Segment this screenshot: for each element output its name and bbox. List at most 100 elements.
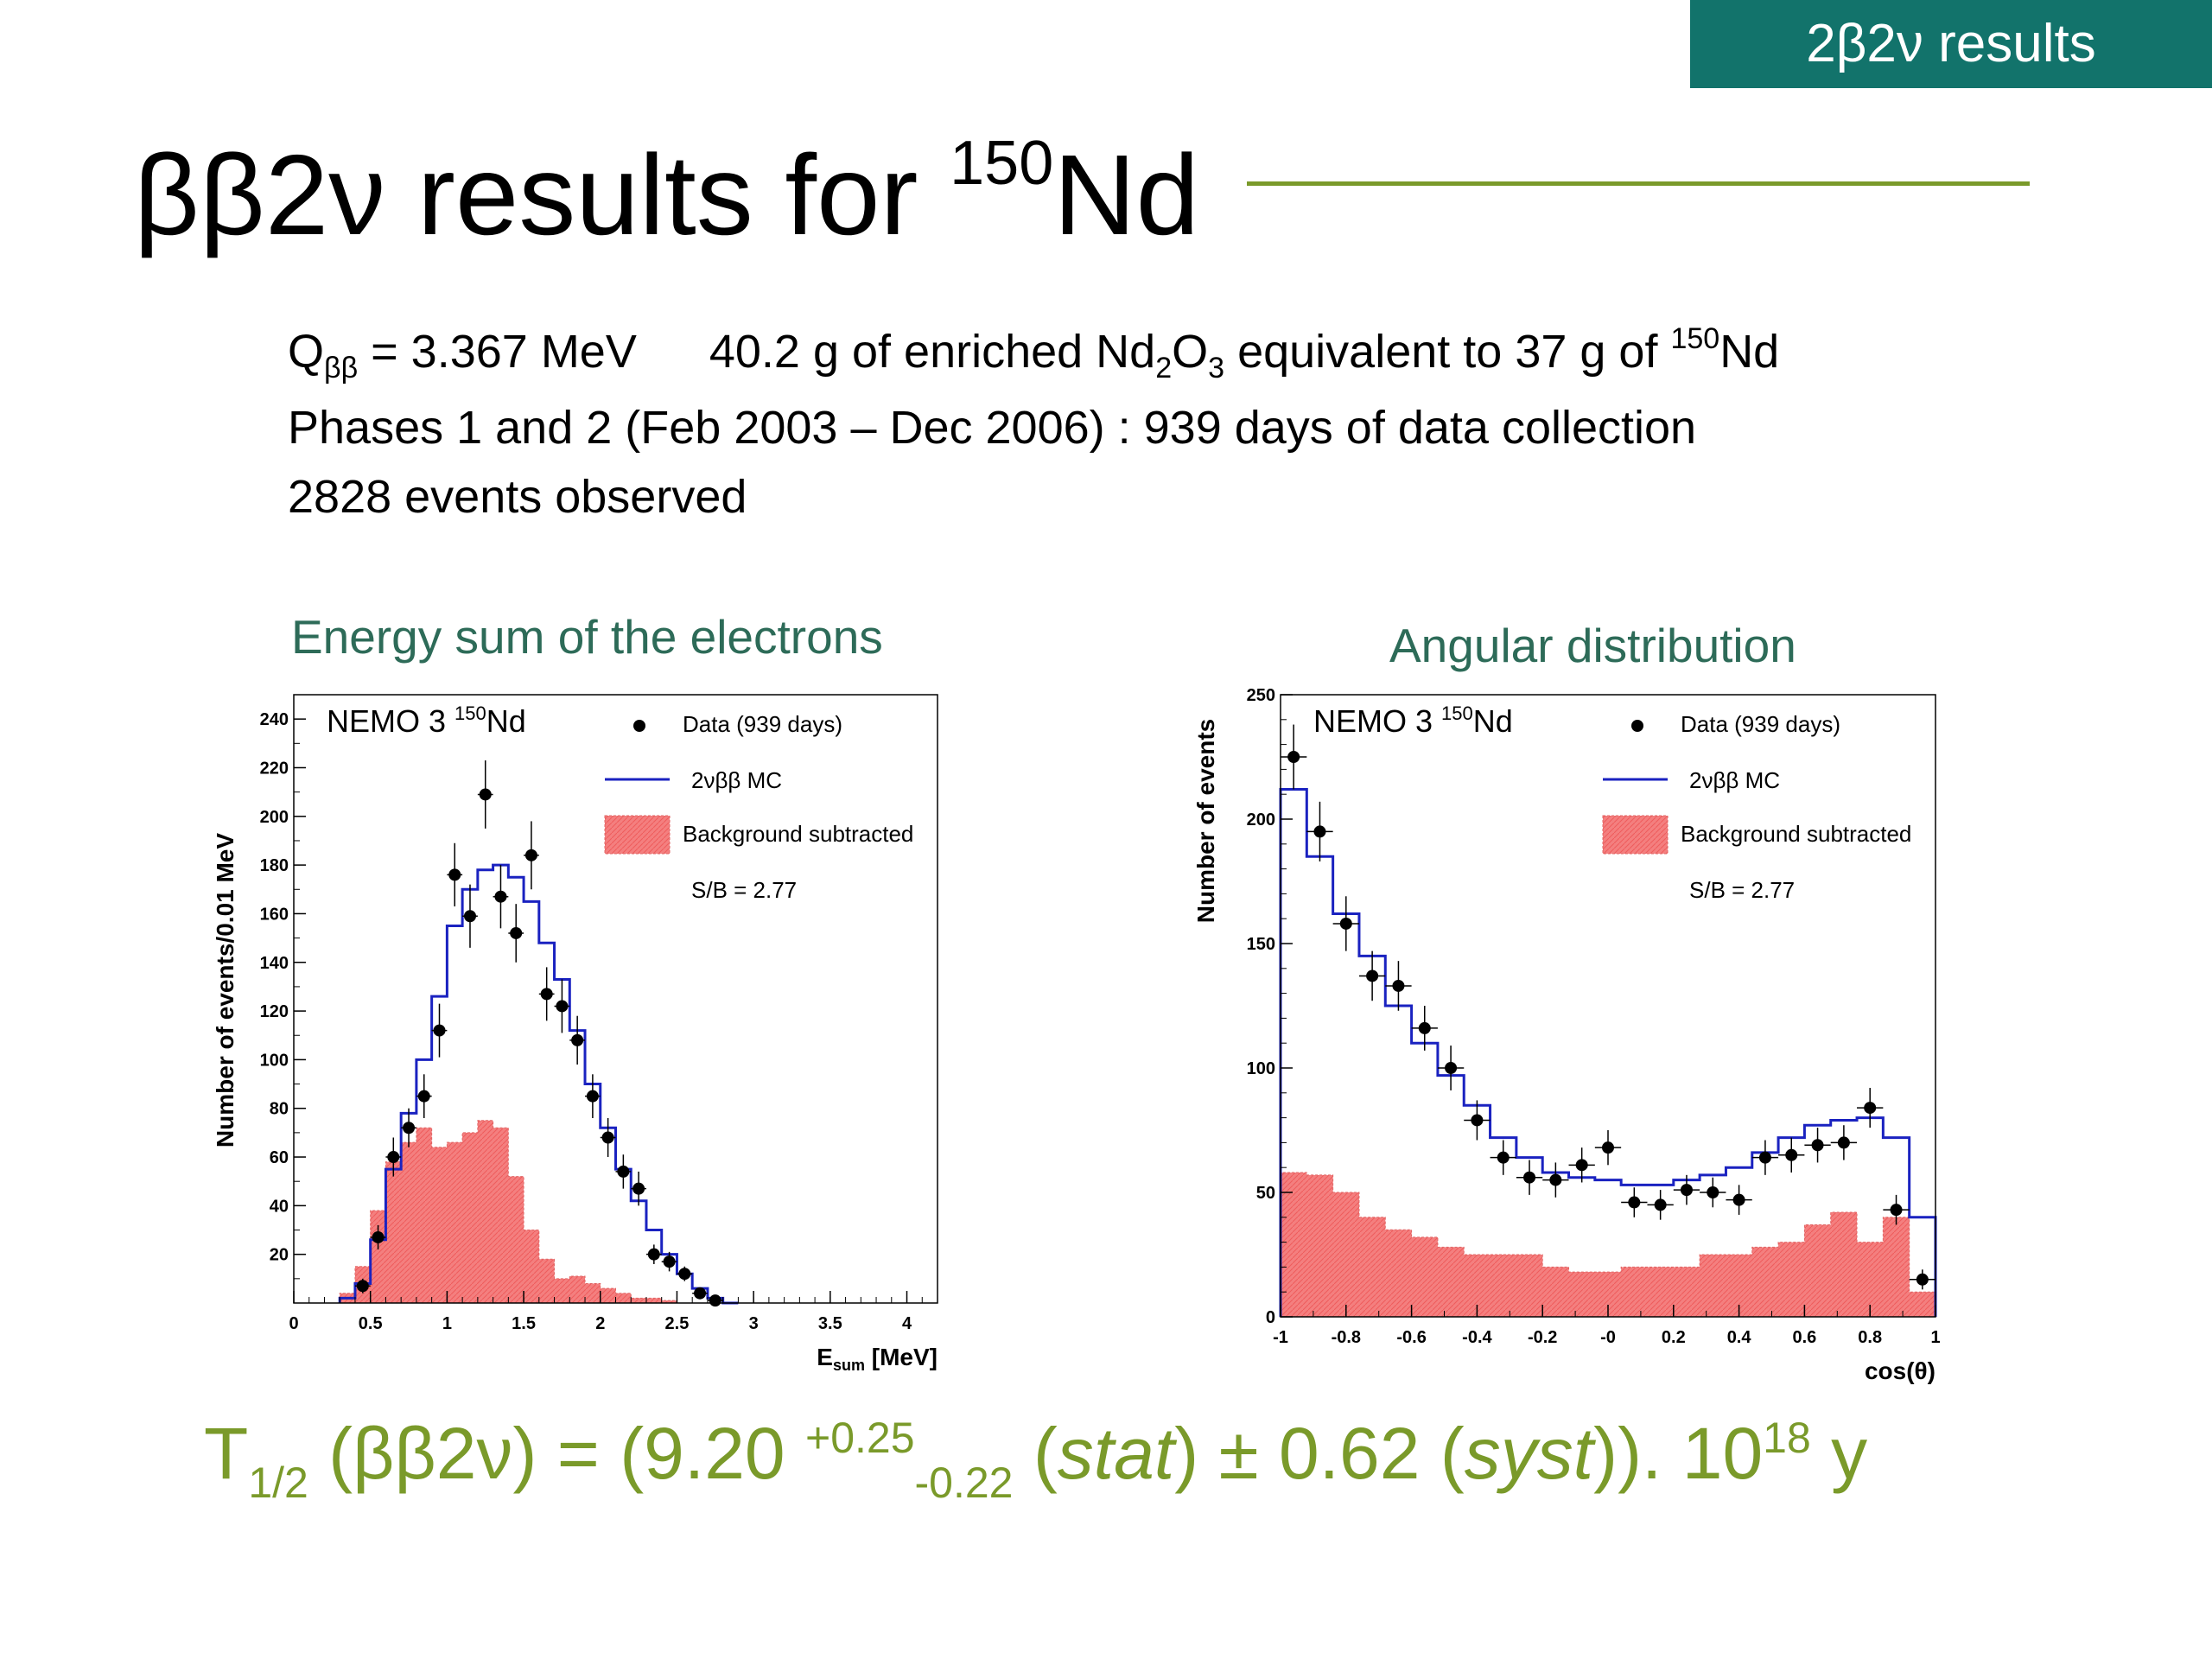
data-point: [494, 890, 507, 903]
half-life-result: T1/2 (ββ2ν) = (9.20 +0.25-0.22 (stat) ± …: [204, 1413, 1868, 1507]
x-tick-label: 0.6: [1792, 1328, 1816, 1347]
background-histogram: [339, 1120, 677, 1304]
y-tick-label: 240: [260, 710, 289, 729]
data-point: [632, 1182, 645, 1195]
x-tick-label: 0.4: [1727, 1328, 1752, 1347]
y-tick-label: 250: [1247, 686, 1275, 705]
legend-data-marker: [1631, 720, 1643, 732]
data-point: [601, 1131, 614, 1144]
data-point: [1549, 1173, 1562, 1186]
y-tick-label: 40: [270, 1197, 289, 1216]
y-axis-label: Number of events: [1192, 719, 1219, 924]
x-tick-label: 0.8: [1858, 1328, 1882, 1347]
legend-data-label: Data (939 days): [683, 711, 842, 737]
data-point: [1864, 1102, 1877, 1115]
x-tick-label: 3: [749, 1314, 759, 1333]
y-tick-label: 150: [1247, 935, 1275, 954]
data-point: [556, 1000, 569, 1013]
data-point: [1758, 1151, 1771, 1164]
info-line-3: 2828 events observed: [288, 471, 747, 523]
data-point: [1890, 1204, 1903, 1217]
y-tick-label: 100: [260, 1051, 289, 1070]
data-point: [1837, 1136, 1850, 1149]
energy-sum-plot: 20 40 60 80 100 120 140 160 180 200 220 240 0 0.5 1 1.5…: [212, 694, 938, 1374]
data-point: [463, 910, 476, 923]
x-tick-label: -0.2: [1528, 1328, 1557, 1347]
y-tick-label: 200: [260, 808, 289, 827]
data-point: [448, 868, 461, 881]
section-tag: 2β2ν results: [1690, 0, 2212, 88]
mc-histogram-line: [338, 863, 739, 1305]
legend-sb-ratio: S/B = 2.77: [1689, 877, 1795, 903]
chart-title-energy: Energy sum of the electrons: [291, 610, 883, 664]
data-point: [1523, 1171, 1536, 1184]
data-point: [1471, 1114, 1484, 1127]
legend-sb-ratio: S/B = 2.77: [691, 877, 797, 903]
data-point: [678, 1268, 691, 1281]
data-point: [1418, 1021, 1431, 1034]
legend-background-label: Background subtracted: [683, 821, 913, 847]
data-point: [417, 1090, 430, 1103]
data-point: [586, 1090, 599, 1103]
background-histogram: [1280, 1172, 1936, 1318]
y-tick-label: 220: [260, 759, 289, 778]
y-tick-label: 0: [1266, 1308, 1275, 1327]
data-point: [479, 788, 492, 801]
data-point: [1680, 1184, 1693, 1197]
data-point: [1575, 1159, 1588, 1172]
legend-data-label: Data (939 days): [1681, 711, 1840, 737]
data-point: [1732, 1193, 1745, 1206]
x-tick-label: 1: [1930, 1328, 1940, 1347]
x-tick-label: 0.2: [1662, 1328, 1686, 1347]
data-point: [1339, 917, 1352, 930]
angular-distribution-plot: 0 50 100 150 200 250 -1 -0.8 -0.6 -0.4 -0.2 -0 0.2 0.…: [1192, 686, 1941, 1384]
data-point: [1916, 1273, 1929, 1286]
data-point: [1785, 1148, 1798, 1161]
x-tick-label: 1.5: [512, 1314, 536, 1333]
data-point: [663, 1255, 676, 1268]
legend-background-swatch: [1602, 815, 1669, 855]
y-tick-label: 50: [1256, 1184, 1275, 1203]
data-point: [1811, 1139, 1824, 1152]
y-tick-label: 200: [1247, 810, 1275, 830]
x-tick-label: -0.4: [1462, 1328, 1492, 1347]
data-point: [1497, 1151, 1510, 1164]
data-point: [1392, 979, 1405, 992]
x-tick-label: 0: [289, 1314, 298, 1333]
x-axis-label: cos(θ): [1865, 1357, 1936, 1384]
x-axis-label: Esum [MeV]: [817, 1344, 938, 1374]
x-tick-label: 4: [902, 1314, 912, 1333]
x-tick-label: 2: [595, 1314, 605, 1333]
data-point: [524, 849, 537, 861]
data-point: [1707, 1186, 1719, 1198]
legend-data-marker: [633, 720, 645, 732]
legend-experiment: NEMO 3 150Nd: [1313, 702, 1513, 739]
x-tick-label: 1: [442, 1314, 452, 1333]
data-point: [356, 1280, 369, 1293]
y-tick-label: 180: [260, 856, 289, 875]
x-tick-label: 3.5: [818, 1314, 842, 1333]
y-tick-label: 140: [260, 954, 289, 973]
data-point: [571, 1033, 584, 1046]
legend-experiment: NEMO 3 150Nd: [327, 702, 526, 739]
legend-background-label: Background subtracted: [1681, 821, 1911, 847]
data-point: [540, 988, 553, 1001]
data-point: [617, 1165, 630, 1178]
y-tick-label: 120: [260, 1002, 289, 1021]
y-tick-label: 20: [270, 1246, 289, 1265]
y-tick-label: 60: [270, 1148, 289, 1167]
data-point: [1287, 751, 1300, 763]
data-point: [510, 926, 523, 939]
data-point: [433, 1024, 446, 1037]
data-point: [1654, 1198, 1667, 1211]
legend-mc-label: 2νββ MC: [1689, 767, 1780, 793]
x-tick-label: -0.8: [1332, 1328, 1361, 1347]
y-tick-label: 100: [1247, 1059, 1275, 1078]
slide-title: ββ2ν results for 150Nd: [134, 129, 1199, 258]
data-point: [694, 1287, 707, 1300]
title-rule: [1247, 181, 2030, 186]
data-point: [387, 1151, 400, 1164]
x-tick-label: -0.6: [1396, 1328, 1426, 1347]
x-tick-label: 0.5: [359, 1314, 383, 1333]
data-point: [1366, 969, 1379, 982]
